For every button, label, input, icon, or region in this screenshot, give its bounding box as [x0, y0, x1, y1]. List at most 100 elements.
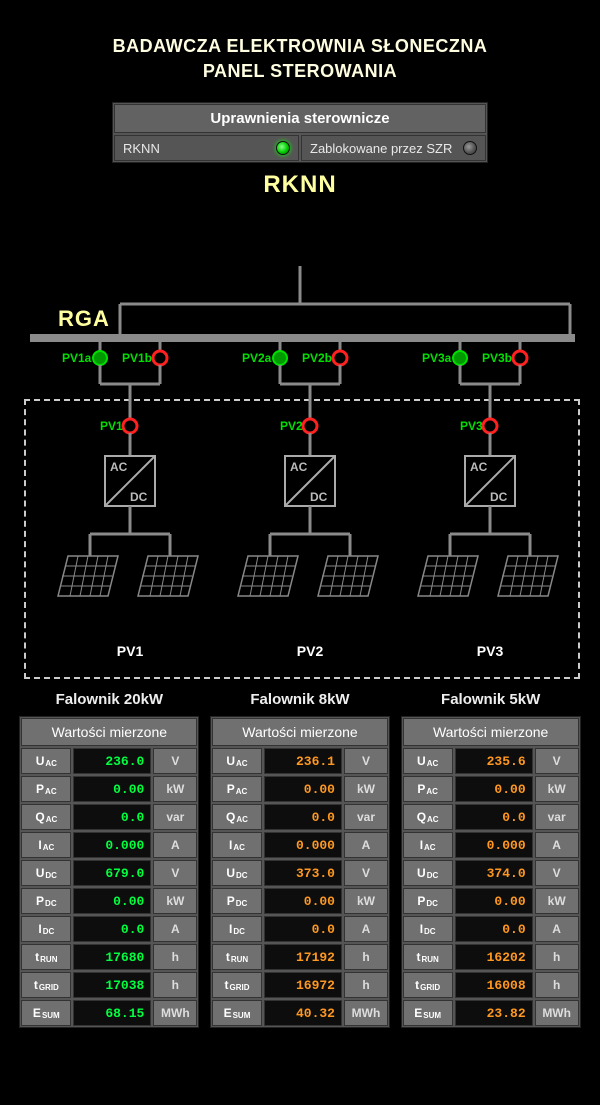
row-unit: V	[535, 860, 579, 886]
table-row: UDC374.0V	[403, 860, 579, 886]
row-value: 0.00	[455, 776, 533, 802]
table-row: tGRID16972h	[212, 972, 388, 998]
row-label: IAC	[21, 832, 71, 858]
table-row: UAC236.0V	[21, 748, 197, 774]
row-value: 236.0	[73, 748, 151, 774]
row-unit: h	[535, 972, 579, 998]
table-row: UDC679.0V	[21, 860, 197, 886]
row-unit: kW	[535, 888, 579, 914]
permissions-panel: Uprawnienia sterownicze RKNN Zablokowane…	[112, 102, 488, 163]
single-line-diagram: PV1a PV1b PV1 AC DC PV1	[0, 266, 600, 686]
row-value: 0.0	[264, 804, 342, 830]
page-title-line2: PANEL STEROWANIA	[0, 61, 600, 82]
row-label: tGRID	[21, 972, 71, 998]
node-pv3b[interactable]	[513, 351, 527, 365]
permission-rknn[interactable]: RKNN	[114, 135, 299, 161]
row-value: 16202	[455, 944, 533, 970]
row-unit: kW	[344, 776, 388, 802]
row-unit: h	[344, 944, 388, 970]
row-unit: MWh	[153, 1000, 197, 1026]
node-pv1a[interactable]	[93, 351, 107, 365]
row-value: 0.000	[264, 832, 342, 858]
row-label: UAC	[21, 748, 71, 774]
row-label: IDC	[21, 916, 71, 942]
node-pv2b[interactable]	[333, 351, 347, 365]
row-value: 16008	[455, 972, 533, 998]
label-pv2a: PV2a	[242, 351, 272, 365]
row-label: tGRID	[212, 972, 262, 998]
row-unit: A	[153, 916, 197, 942]
row-value: 23.82	[455, 1000, 533, 1026]
node-pv1b[interactable]	[153, 351, 167, 365]
label-pv3: PV3	[460, 419, 483, 433]
row-value: 235.6	[455, 748, 533, 774]
row-unit: A	[344, 916, 388, 942]
solar-panel-pv1-right-icon	[138, 556, 198, 596]
node-pv3a[interactable]	[453, 351, 467, 365]
table-row: tRUN17680h	[21, 944, 197, 970]
row-value: 373.0	[264, 860, 342, 886]
svg-text:DC: DC	[310, 490, 328, 504]
inverter-table-header: Wartości mierzone	[212, 718, 388, 746]
row-value: 0.00	[264, 776, 342, 802]
label-pv1b: PV1b	[122, 351, 152, 365]
inverter-pv1-dc: DC	[130, 490, 148, 504]
table-row: PDC0.00kW	[212, 888, 388, 914]
label-pv3a: PV3a	[422, 351, 452, 365]
segment-pv1-label: PV1	[117, 643, 144, 659]
table-row: IAC0.000A	[21, 832, 197, 858]
inverter-title: Falownik 8kW	[210, 691, 390, 708]
node-pv3[interactable]	[483, 419, 497, 433]
label-pv1: PV1	[100, 419, 123, 433]
row-label: IAC	[212, 832, 262, 858]
inverter-pv1-ac: AC	[110, 460, 128, 474]
node-pv2[interactable]	[303, 419, 317, 433]
table-row: tGRID17038h	[21, 972, 197, 998]
row-value: 0.0	[455, 804, 533, 830]
table-row: QAC0.0var	[212, 804, 388, 830]
row-unit: h	[535, 944, 579, 970]
row-value: 17680	[73, 944, 151, 970]
row-value: 0.0	[264, 916, 342, 942]
svg-text:DC: DC	[490, 490, 508, 504]
row-unit: A	[344, 832, 388, 858]
row-label: UAC	[212, 748, 262, 774]
row-label: UDC	[403, 860, 453, 886]
row-unit: A	[535, 832, 579, 858]
table-row: ESUM40.32MWh	[212, 1000, 388, 1026]
permission-rknn-label: RKNN	[123, 141, 160, 156]
bus-label-rknn: RKNN	[0, 171, 600, 199]
row-unit: var	[344, 804, 388, 830]
row-label: ESUM	[212, 1000, 262, 1026]
row-unit: h	[153, 944, 197, 970]
row-value: 0.000	[73, 832, 151, 858]
label-pv2b: PV2b	[302, 351, 332, 365]
inverter-title: Falownik 5kW	[401, 691, 581, 708]
inverter-title: Falownik 20kW	[19, 691, 199, 708]
node-pv2a[interactable]	[273, 351, 287, 365]
row-label: QAC	[403, 804, 453, 830]
row-label: tRUN	[212, 944, 262, 970]
row-value: 16972	[264, 972, 342, 998]
table-row: UAC236.1V	[212, 748, 388, 774]
row-label: PAC	[21, 776, 71, 802]
led-green-icon	[276, 141, 290, 155]
label-pv3b: PV3b	[482, 351, 512, 365]
table-row: ESUM23.82MWh	[403, 1000, 579, 1026]
row-value: 0.00	[455, 888, 533, 914]
inverter-table-header: Wartości mierzone	[21, 718, 197, 746]
solar-panel-pv2-left-icon	[238, 556, 298, 596]
row-value: 40.32	[264, 1000, 342, 1026]
inverter-1: Falownik 8kWWartości mierzoneUAC236.1VPA…	[210, 691, 390, 1028]
row-value: 17192	[264, 944, 342, 970]
row-label: ESUM	[21, 1000, 71, 1026]
row-label: IAC	[403, 832, 453, 858]
segment-pv2-label: PV2	[297, 643, 324, 659]
solar-panel-pv3-left-icon	[418, 556, 478, 596]
row-unit: kW	[344, 888, 388, 914]
node-pv1[interactable]	[123, 419, 137, 433]
label-pv2: PV2	[280, 419, 303, 433]
inverter-2: Falownik 5kWWartości mierzoneUAC235.6VPA…	[401, 691, 581, 1028]
permission-szr[interactable]: Zablokowane przez SZR	[301, 135, 486, 161]
row-unit: V	[344, 748, 388, 774]
